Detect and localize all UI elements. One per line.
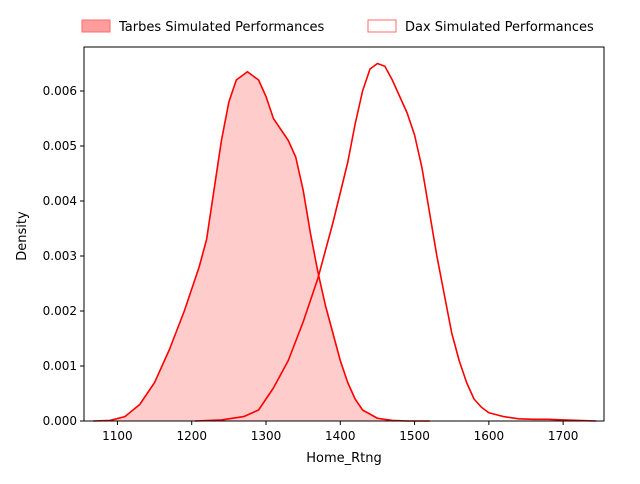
y-tick-label: 0.005: [43, 139, 77, 153]
plot-frame: [83, 46, 605, 422]
y-tick-label: 0.004: [43, 194, 77, 208]
legend: Tarbes Simulated Performances Dax Simula…: [81, 19, 594, 35]
y-tick-label: 0.000: [43, 414, 77, 428]
y-tick-label: 0.002: [43, 304, 77, 318]
x-tick-label: 1500: [399, 429, 430, 443]
y-tick-label: 0.006: [43, 84, 77, 98]
legend-swatch-dax: [367, 19, 397, 33]
y-tick-label: 0.001: [43, 359, 77, 373]
legend-label-tarbes: Tarbes Simulated Performances: [118, 20, 324, 35]
x-tick-label: 1100: [102, 429, 133, 443]
series-line-tarbes: [92, 70, 431, 422]
series-layer: [92, 62, 597, 422]
legend-swatch-tarbes: [81, 19, 111, 33]
y-axis-label: Density: [15, 211, 30, 261]
x-tick-label: 1600: [474, 429, 505, 443]
x-tick-label: 1400: [325, 429, 356, 443]
series-area-tarbes: [93, 71, 430, 421]
x-axis-label: Home_Rtng: [306, 451, 382, 466]
y-tick-label: 0.003: [43, 249, 77, 263]
legend-label-dax: Dax Simulated Performances: [405, 20, 594, 35]
x-tick-label: 1300: [251, 429, 282, 443]
series-line-dax: [194, 62, 597, 422]
axes-layer: 1100 1200 1300 1400 1500 1600 1700 0.000 0.001 0.…: [43, 46, 605, 443]
x-tick-label: 1200: [176, 429, 207, 443]
x-tick-label: 1700: [548, 429, 579, 443]
